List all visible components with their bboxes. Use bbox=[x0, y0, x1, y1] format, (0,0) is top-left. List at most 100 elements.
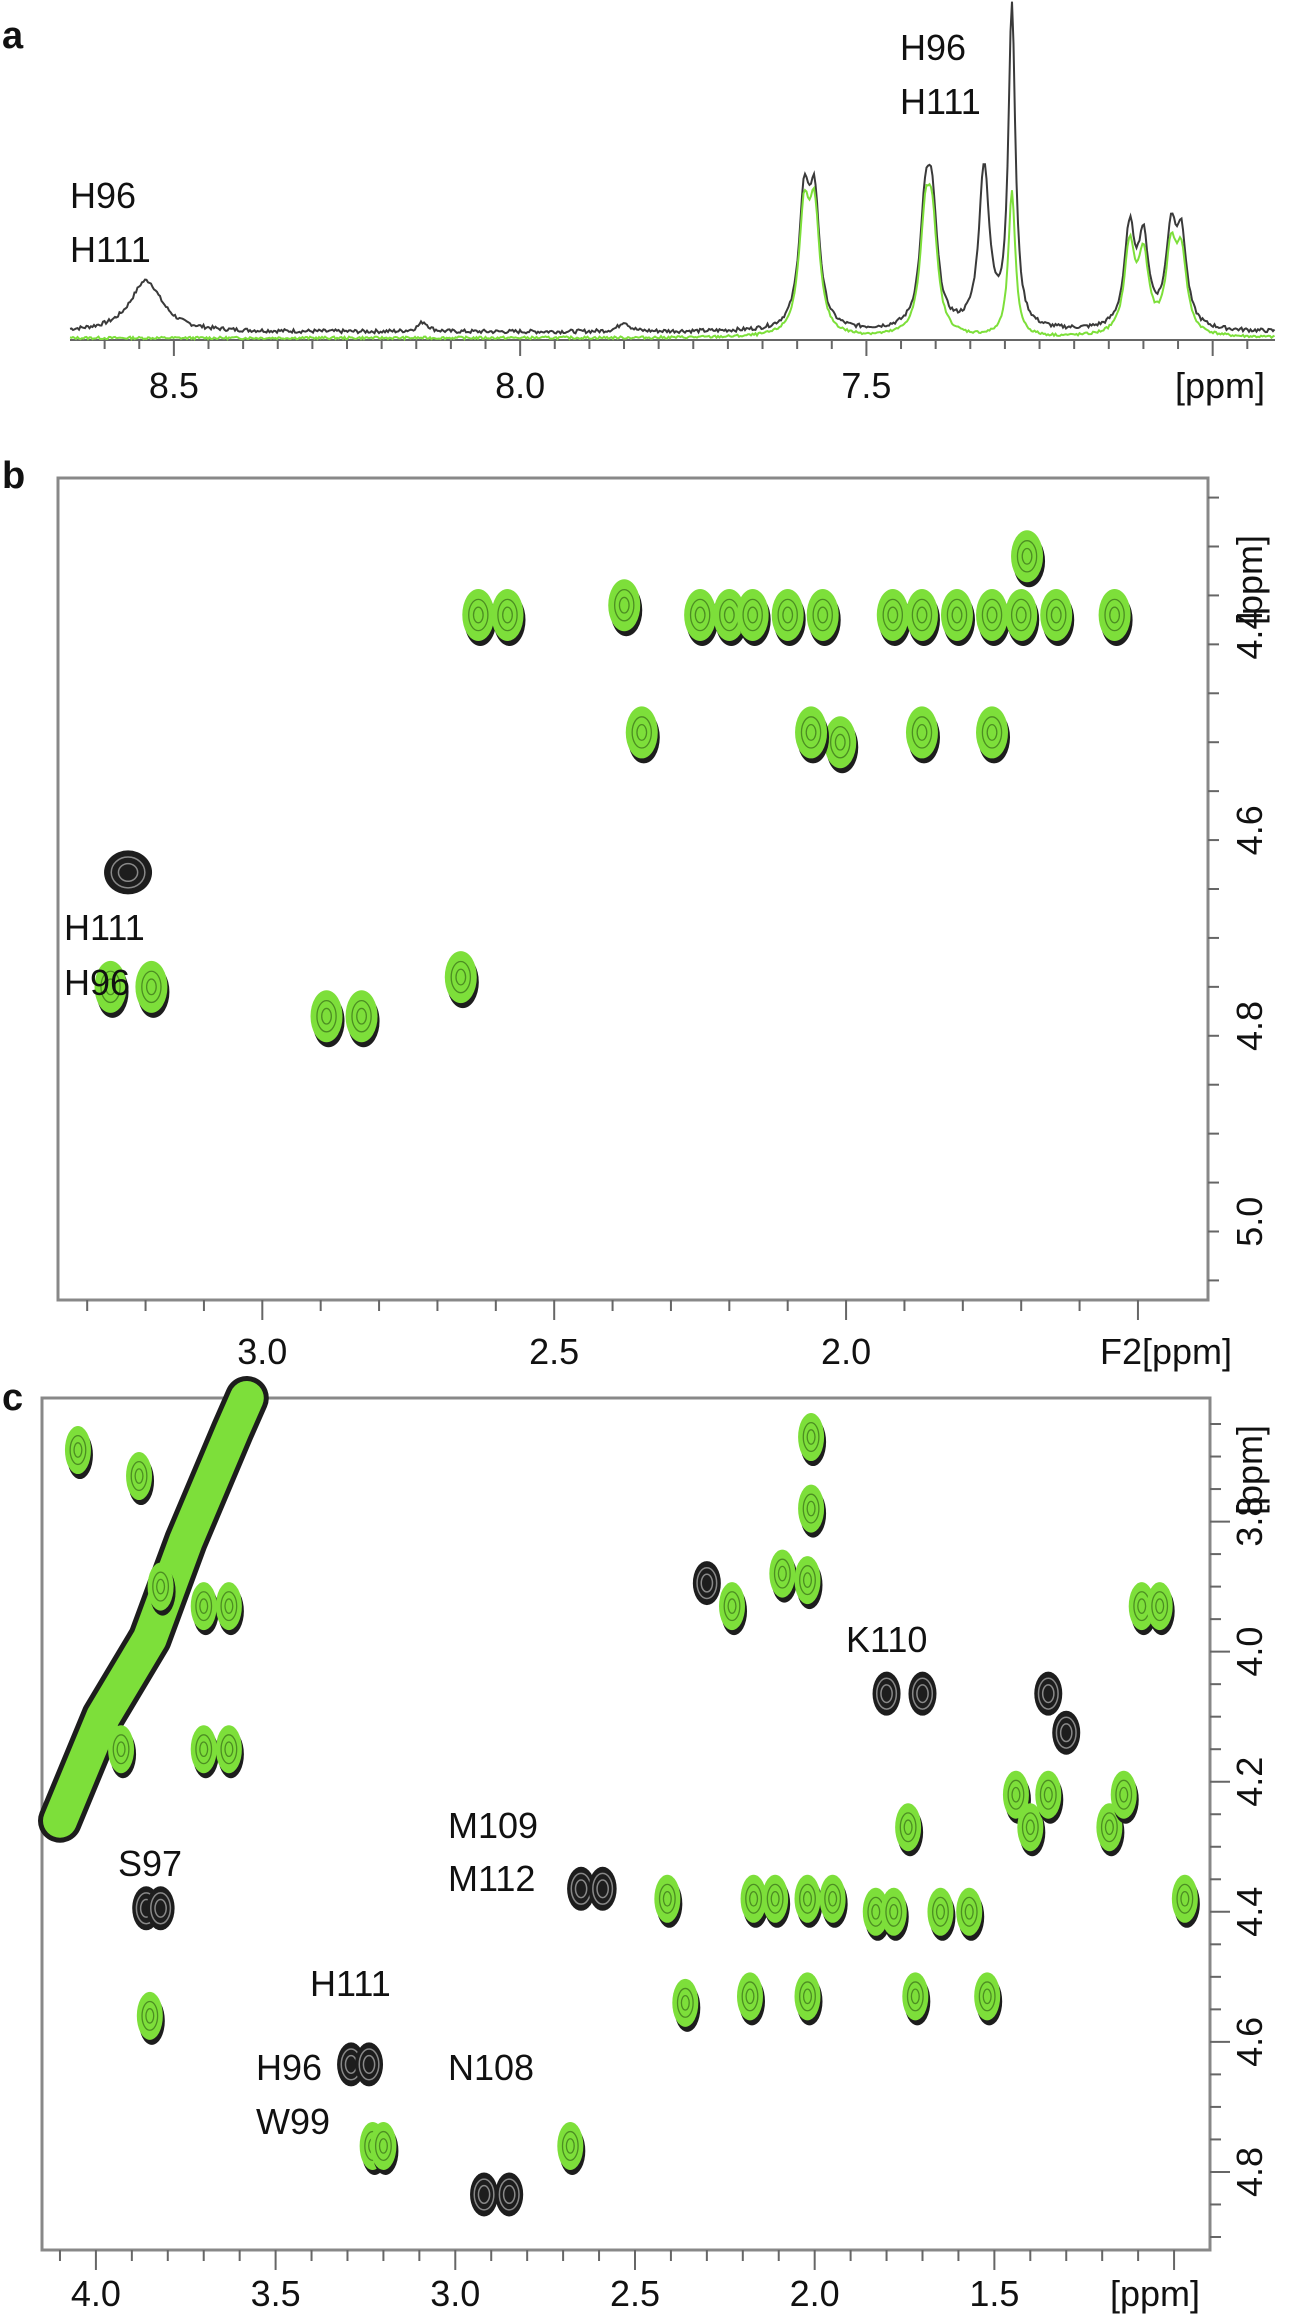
peak-green bbox=[769, 1549, 798, 1603]
peak-green bbox=[974, 1972, 1003, 2026]
panel-c: c4.0 3.5 3.0 2.5 2.0 1.5 [ppm]3.84.04.24.44.64… bbox=[2, 1376, 1270, 2314]
panel-a-x-unit: [ppm] bbox=[1175, 365, 1265, 406]
peak-green bbox=[880, 1887, 909, 1941]
peak-green bbox=[740, 1874, 769, 1928]
peak-label: K110 bbox=[846, 1619, 927, 1660]
peak-green bbox=[798, 1413, 827, 1467]
panel-a-x-tick-label: 8.0 bbox=[495, 365, 545, 406]
peak-black bbox=[692, 1561, 721, 1606]
panel-b-x-tick-label: 2.0 bbox=[821, 1331, 871, 1372]
peak-green bbox=[136, 1991, 165, 2045]
panel-c-y-tick-label: 4.8 bbox=[1229, 2147, 1270, 2197]
panel-b-x-unit: F2[ppm] bbox=[1100, 1331, 1232, 1372]
spectrum-green bbox=[69, 182, 1276, 342]
peak-label: H96 bbox=[70, 175, 136, 216]
peak-label: M112 bbox=[448, 1858, 535, 1899]
peak-green bbox=[905, 706, 940, 764]
peak-label: H96 bbox=[64, 962, 130, 1003]
panel-a-letter: a bbox=[2, 15, 24, 57]
panel-a-x-tick-label: 8.5 bbox=[149, 365, 199, 406]
peak-green bbox=[684, 589, 719, 646]
peak-label: W99 bbox=[256, 2101, 330, 2142]
peak-green bbox=[345, 990, 380, 1048]
peak-green bbox=[64, 1426, 93, 1480]
peak-green bbox=[762, 1874, 791, 1928]
peak-green bbox=[1098, 589, 1133, 646]
peak-green bbox=[806, 589, 841, 646]
panel-b-y-tick-label: 5.0 bbox=[1229, 1197, 1270, 1247]
peak-black bbox=[588, 1866, 617, 1911]
peak-green bbox=[876, 589, 911, 646]
peak-green bbox=[905, 589, 940, 646]
panel-b-y-tick-label: 4.4 bbox=[1229, 610, 1270, 660]
peak-green bbox=[310, 990, 345, 1048]
peak-green bbox=[557, 2121, 586, 2175]
panel-c-frame bbox=[40, 1396, 1212, 2252]
peak-black bbox=[908, 1671, 937, 1716]
peak-green bbox=[895, 1803, 924, 1857]
peak-green bbox=[444, 951, 479, 1009]
peak-green bbox=[940, 589, 975, 646]
peak-green bbox=[190, 1725, 219, 1779]
peak-green bbox=[94, 960, 129, 1018]
panel-c-x-unit: [ppm] bbox=[1110, 2273, 1200, 2314]
peak-black bbox=[872, 1671, 901, 1716]
panel-c-x-tick-label: 2.5 bbox=[610, 2273, 660, 2314]
panel-c-x-tick-label: 3.0 bbox=[430, 2273, 480, 2314]
peak-green bbox=[976, 706, 1011, 764]
peak-green bbox=[147, 1562, 176, 1616]
peak-black bbox=[495, 2172, 524, 2217]
peak-green bbox=[1017, 1803, 1046, 1857]
peak-green bbox=[736, 589, 771, 646]
panel-c-y-tick-label: 4.0 bbox=[1229, 1627, 1270, 1677]
peak-green bbox=[1011, 530, 1046, 588]
peak-green bbox=[771, 589, 806, 646]
panel-c-y-tick-label: 3.8 bbox=[1229, 1497, 1270, 1547]
peak-label: S97 bbox=[118, 1843, 182, 1884]
panel-b-y-tick-label: 4.8 bbox=[1229, 1001, 1270, 1051]
peak-green bbox=[824, 716, 859, 774]
peak-black bbox=[146, 1886, 175, 1931]
peak-green bbox=[956, 1887, 985, 1941]
panel-c-y-tick-label: 4.4 bbox=[1229, 1887, 1270, 1937]
panel-b-x-tick-label: 3.0 bbox=[237, 1331, 287, 1372]
peak-green bbox=[1171, 1874, 1200, 1928]
panel-a: a 8.5 8.0 7.5 [ppm] H96 H111 H96 H111 bbox=[2, 1, 1276, 406]
peak-label: N108 bbox=[448, 2047, 534, 2088]
peak-green bbox=[462, 589, 497, 646]
peak-label: H111 bbox=[900, 81, 981, 122]
peak-label: H111 bbox=[310, 1963, 391, 2004]
peak-green bbox=[126, 1452, 155, 1506]
peak-green bbox=[370, 2121, 399, 2175]
peak-green bbox=[654, 1874, 683, 1928]
peak-green bbox=[976, 589, 1011, 646]
peak-green bbox=[794, 1874, 823, 1928]
peak-label: M109 bbox=[448, 1805, 538, 1846]
peak-green bbox=[795, 706, 830, 764]
peak-green bbox=[794, 1556, 823, 1610]
peak-green bbox=[1040, 589, 1075, 646]
peak-green bbox=[108, 1725, 137, 1779]
panel-b: b 3.0 2.5 2.0 F2[ppm] 4.4 4.6 4.8 5.0 [ppm] H111 H9… bbox=[2, 455, 1270, 1372]
peak-green bbox=[491, 589, 526, 646]
panel-b-letter: b bbox=[2, 455, 25, 497]
panel-c-x-tick-label: 3.5 bbox=[251, 2273, 301, 2314]
peak-green bbox=[625, 706, 660, 764]
peak-green bbox=[1146, 1582, 1175, 1636]
peak-green bbox=[794, 1972, 823, 2026]
peak-green bbox=[608, 579, 643, 637]
peak-black bbox=[1052, 1710, 1081, 1755]
peak-green bbox=[1110, 1770, 1139, 1824]
panel-c-y-unit: [ppm] bbox=[1229, 1425, 1270, 1515]
peak-label: H96 bbox=[256, 2047, 322, 2088]
panel-c-x-tick-label: 4.0 bbox=[71, 2273, 121, 2314]
peak-black bbox=[470, 2172, 499, 2217]
panel-b-x-tick-label: 2.5 bbox=[529, 1331, 579, 1372]
panel-c-y-tick-label: 4.2 bbox=[1229, 1757, 1270, 1807]
panel-a-x-tick-label: 7.5 bbox=[841, 365, 891, 406]
panel-b-y-tick-label: 4.6 bbox=[1229, 805, 1270, 855]
peak-label: H111 bbox=[70, 229, 151, 270]
peak-green bbox=[819, 1874, 848, 1928]
panel-c-x-tick-label: 2.0 bbox=[790, 2273, 840, 2314]
